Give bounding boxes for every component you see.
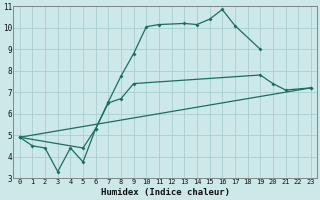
X-axis label: Humidex (Indice chaleur): Humidex (Indice chaleur) [101, 188, 230, 197]
